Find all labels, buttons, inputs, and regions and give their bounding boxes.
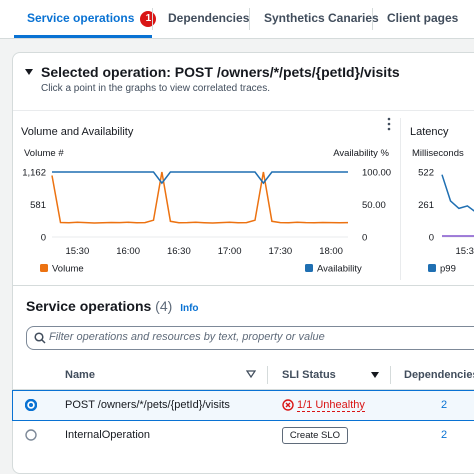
legend-swatch bbox=[428, 264, 436, 272]
legend-label: Volume bbox=[52, 264, 84, 275]
item-count: (4) bbox=[155, 298, 173, 314]
search-icon bbox=[34, 332, 46, 344]
y-tick-label: 0 bbox=[41, 233, 46, 244]
legend-swatch bbox=[40, 264, 48, 272]
x-tick-label: 17:30 bbox=[268, 246, 292, 257]
chart-title: Latency bbox=[410, 126, 449, 138]
column-header[interactable]: Dependencies bbox=[404, 369, 474, 381]
y-tick-label: 261 bbox=[418, 200, 434, 211]
divider bbox=[13, 285, 474, 286]
column-separator bbox=[390, 366, 391, 384]
filter-input[interactable]: Filter operations and resources by text,… bbox=[26, 326, 474, 350]
tab-label: Service operations bbox=[27, 11, 135, 25]
tab-separator bbox=[372, 8, 373, 30]
x-tick-label: 17:00 bbox=[218, 246, 242, 257]
operation-subtitle: Click a point in the graphs to view corr… bbox=[41, 83, 270, 94]
x-tick-label: 16:00 bbox=[116, 246, 140, 257]
chart-divider bbox=[400, 118, 401, 280]
sort-icon[interactable] bbox=[246, 369, 256, 379]
table-header: Service operations (4) Info bbox=[26, 298, 199, 314]
dependencies-link[interactable]: 2 bbox=[441, 429, 448, 441]
header-divider bbox=[13, 389, 474, 390]
table-row-selected[interactable] bbox=[12, 390, 474, 421]
sli-status[interactable]: 1/1 Unhealthy bbox=[297, 399, 365, 412]
error-icon bbox=[282, 399, 294, 411]
series-line bbox=[441, 174, 474, 212]
table-title: Service operations bbox=[26, 298, 152, 314]
chart-title: Volume and Availability bbox=[21, 126, 134, 138]
column-separator bbox=[267, 366, 268, 384]
tab-separator bbox=[152, 8, 153, 30]
operation-name: InternalOperation bbox=[65, 429, 150, 441]
y-axis-label: Volume # bbox=[24, 148, 64, 159]
chart-menu[interactable] bbox=[385, 117, 393, 131]
operation-name: POST /owners/*/pets/{petId}/visits bbox=[65, 399, 230, 411]
y-tick-label: 0 bbox=[429, 233, 434, 244]
x-tick-label: 15:30 bbox=[65, 246, 89, 257]
legend-label: p99 bbox=[440, 264, 456, 275]
series-line bbox=[51, 171, 349, 224]
y2-axis-label: Availability % bbox=[333, 148, 389, 159]
y-axis-label: Milliseconds bbox=[412, 148, 464, 159]
y-tick-label: 581 bbox=[30, 200, 46, 211]
tab[interactable]: Synthetics Canaries bbox=[264, 11, 379, 25]
operation-title: Selected operation: POST /owners/*/pets/… bbox=[41, 64, 400, 80]
info-link[interactable]: Info bbox=[180, 303, 199, 314]
tab-separator bbox=[249, 8, 250, 30]
collapse-caret[interactable] bbox=[24, 67, 34, 77]
tab[interactable]: Dependencies bbox=[168, 11, 250, 25]
legend-label: Availability bbox=[317, 264, 362, 275]
column-header[interactable]: Name bbox=[65, 369, 95, 381]
y-tick-label: 522 bbox=[418, 168, 434, 179]
x-tick-label: 15:30 bbox=[455, 246, 474, 257]
tab[interactable]: Client pages bbox=[387, 11, 459, 25]
y-tick-label: 0 bbox=[362, 233, 367, 244]
charts: 0 581 1,162 0 50.00 100.00 15:30 16:00 16:30 17:0… bbox=[22, 168, 474, 275]
divider bbox=[13, 110, 474, 111]
tab-bar bbox=[0, 0, 474, 39]
x-tick-label: 18:00 bbox=[319, 246, 343, 257]
filter-placeholder: Filter operations and resources by text,… bbox=[49, 331, 325, 343]
create-slo-button[interactable]: Create SLO bbox=[282, 427, 348, 444]
radio-checked[interactable] bbox=[25, 399, 37, 411]
y-tick-label: 1,162 bbox=[22, 168, 46, 179]
column-header[interactable]: SLI Status bbox=[282, 369, 336, 381]
active-tab-indicator bbox=[14, 35, 152, 38]
dependencies-link[interactable]: 2 bbox=[441, 399, 448, 411]
y-tick-label: 50.00 bbox=[362, 200, 386, 211]
x-tick-label: 16:30 bbox=[167, 246, 191, 257]
sort-icon[interactable] bbox=[370, 370, 380, 380]
y-tick-label: 100.00 bbox=[362, 168, 391, 179]
series-line bbox=[52, 171, 348, 185]
radio-unchecked[interactable] bbox=[25, 429, 37, 441]
legend-swatch bbox=[305, 264, 313, 272]
